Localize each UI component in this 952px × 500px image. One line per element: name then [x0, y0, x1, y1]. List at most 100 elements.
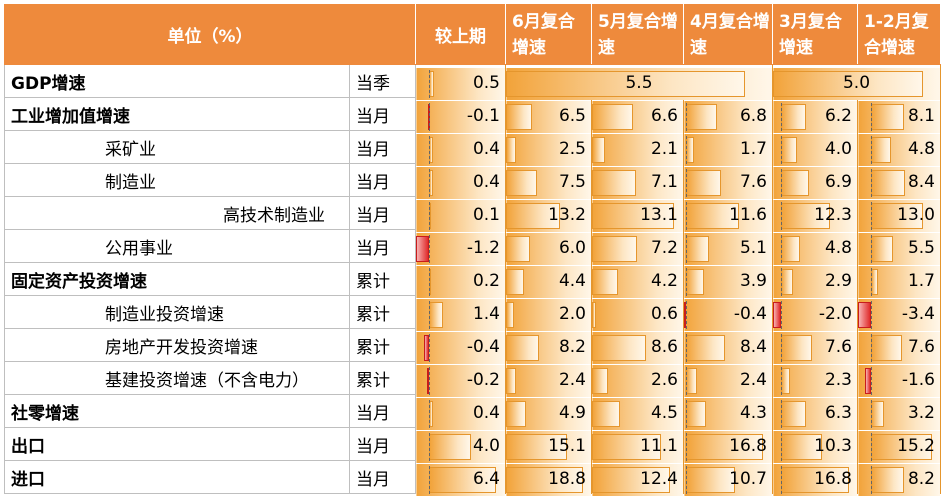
cell-value: 6.2 [824, 106, 852, 126]
cell-mar: 12.3 [772, 199, 858, 233]
header-mar: 3月复合增速 [772, 4, 858, 65]
data-bar-axis [781, 136, 783, 164]
cell-apr: 16.8 [683, 430, 773, 464]
positive-data-bar [592, 137, 606, 163]
cell-value: 11.1 [640, 436, 678, 456]
row-name: 进口 [4, 460, 350, 494]
data-bar-axis [781, 268, 783, 296]
cell-jun: 2.5 [505, 133, 592, 167]
cell-jun: 8.2 [505, 331, 592, 365]
positive-data-bar [506, 71, 746, 97]
data-bar-area: 13.2 [506, 201, 591, 232]
data-bar-area: 5.0 [773, 69, 940, 100]
data-bar-area: -0.4 [417, 333, 505, 364]
data-bar-axis [871, 235, 873, 263]
data-bar-area: 0.4 [417, 399, 505, 430]
positive-data-bar [506, 434, 568, 460]
positive-data-bar [428, 302, 444, 328]
positive-data-bar [506, 236, 531, 262]
data-bar-axis [871, 433, 873, 461]
header-apr: 4月复合增速 [683, 4, 773, 65]
data-bar-area: -0.1 [417, 102, 505, 133]
positive-data-bar [781, 269, 793, 295]
positive-data-bar [592, 368, 609, 394]
cell-value: 4.0 [472, 436, 500, 456]
data-bar-area: -0.4 [684, 300, 772, 331]
cell-jun: 7.5 [505, 166, 592, 200]
data-bar-area: 5.5 [859, 234, 940, 265]
cell-prev: -0.2 [415, 364, 506, 398]
data-bar-axis [685, 268, 687, 296]
data-bar-axis [428, 334, 430, 362]
row-unit: 累计 [349, 295, 416, 329]
negative-data-bar [858, 302, 872, 328]
data-bar-axis [428, 400, 430, 428]
positive-data-bar [506, 335, 540, 361]
data-bar-axis [428, 136, 430, 164]
data-bar-area: 12.4 [592, 465, 683, 496]
cell-prev: 4.0 [415, 430, 506, 464]
cell-value: -0.4 [466, 337, 500, 357]
data-bar-axis [685, 235, 687, 263]
cell-value: 1.4 [472, 304, 500, 324]
data-bar-axis [685, 466, 687, 494]
cell-jan-feb: 7.6 [857, 331, 941, 365]
cell-may: 7.1 [591, 166, 684, 200]
positive-data-bar [773, 71, 924, 97]
header-jan-feb: 1-2月复合增速 [857, 4, 941, 65]
positive-data-bar [685, 467, 736, 493]
cell-value: -0.2 [466, 370, 500, 390]
cell-value: 5.0 [842, 73, 871, 93]
row-unit: 当月 [349, 130, 416, 164]
cell-value: 5.5 [907, 238, 935, 258]
data-bar-area: 7.5 [506, 168, 591, 199]
row-name: 制造业 [4, 163, 350, 197]
cell-jun: 6.0 [505, 232, 592, 266]
data-bar-area: 6.8 [685, 102, 772, 133]
data-bar-area: 6.6 [592, 102, 683, 133]
cell-value: 8.4 [907, 172, 935, 192]
cell-value: 4.8 [907, 139, 935, 159]
cell-prev: 1.4 [415, 298, 506, 332]
data-bar-axis [871, 400, 873, 428]
data-bar-area: 2.9 [774, 267, 857, 298]
cell-may: 4.5 [591, 397, 684, 431]
cell-value: 0.4 [472, 403, 500, 423]
positive-data-bar [592, 401, 621, 427]
cell-value: 16.8 [729, 436, 767, 456]
cell-apr: 7.6 [683, 166, 773, 200]
data-bar-area: 4.0 [774, 135, 857, 166]
row-unit: 当季 [349, 64, 416, 98]
cell-prev: 6.4 [415, 463, 506, 497]
row-unit: 当月 [349, 97, 416, 131]
data-bar-area: 4.0 [417, 432, 505, 463]
cell-apr: 1.7 [683, 133, 773, 167]
cell-jan-feb: 8.4 [857, 166, 941, 200]
row-unit: 当月 [349, 427, 416, 461]
header-unit: 单位（%） [4, 4, 416, 65]
positive-data-bar [781, 104, 806, 130]
data-bar-area: 0.6 [592, 300, 683, 331]
data-bar-axis [428, 433, 430, 461]
cell-value: 8.2 [558, 337, 586, 357]
data-bar-area: -1.2 [416, 234, 505, 265]
positive-data-bar [871, 203, 924, 229]
data-bar-area: 2.0 [506, 300, 591, 331]
table-row-industry: 工业增加值增速 当月 -0.1 6.5 6.6 6.8 6.2 8.1 [4, 97, 941, 134]
cell-value: -1.2 [466, 238, 500, 258]
data-bar-area: -1.6 [859, 366, 940, 397]
positive-data-bar [685, 269, 704, 295]
cell-jan-feb: 5.5 [857, 232, 941, 266]
table-row-retail: 社零增速 当月 0.4 4.9 4.5 4.3 6.3 3.2 [4, 394, 941, 431]
data-bar-axis [685, 136, 687, 164]
positive-data-bar [685, 137, 694, 163]
data-bar-axis [428, 103, 430, 131]
positive-data-bar [871, 269, 879, 295]
data-bar-axis [685, 334, 687, 362]
cell-value: 8.1 [907, 106, 935, 126]
positive-data-bar [871, 401, 885, 427]
data-bar-area: 2.4 [685, 366, 772, 397]
data-bar-axis [871, 268, 873, 296]
positive-data-bar [592, 269, 619, 295]
positive-data-bar [781, 401, 807, 427]
